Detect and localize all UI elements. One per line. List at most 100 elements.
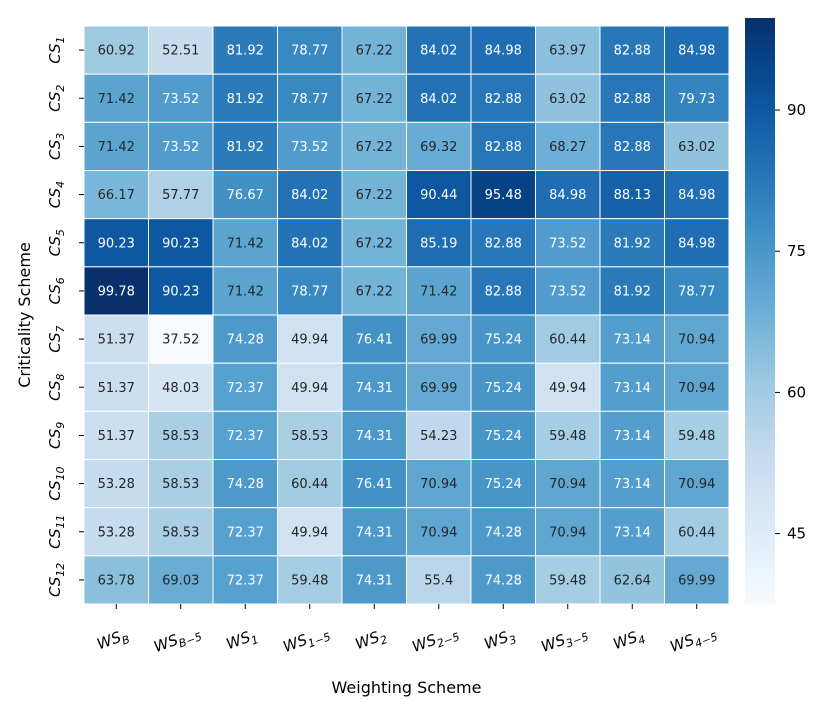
x-tick-label: WS2 — [353, 625, 390, 655]
cell-value-label: 73.14 — [614, 333, 651, 348]
heatmap-cell — [599, 218, 665, 268]
cell-value-label: 70.94 — [678, 381, 715, 396]
heatmap-cell — [212, 266, 278, 316]
cell-value-label: 78.77 — [291, 284, 328, 299]
y-tick-label: CS12 — [46, 563, 67, 597]
cell-value-label: 73.52 — [162, 92, 199, 107]
heatmap-cell — [664, 25, 730, 75]
cell-value-label: 82.88 — [614, 92, 651, 107]
cell-value-label: 73.52 — [291, 140, 328, 155]
colorbar-tick-label: 90 — [787, 101, 806, 119]
cell-value-label: 72.37 — [227, 381, 264, 396]
heatmap-cell — [599, 73, 665, 123]
heatmap-cell — [277, 507, 343, 557]
cell-value-label: 69.99 — [420, 333, 457, 348]
cell-value-label: 81.92 — [227, 140, 264, 155]
cell-value-label: 66.17 — [98, 188, 135, 203]
y-tick-label: CS7 — [46, 325, 67, 352]
cell-value-label: 60.44 — [678, 525, 715, 540]
cell-value-label: 82.88 — [485, 92, 522, 107]
heatmap-cell — [599, 314, 665, 364]
heatmap-cell — [664, 507, 730, 557]
heatmap-cell — [535, 314, 601, 364]
y-axis-title: Criticality Scheme — [15, 242, 34, 388]
colorbar-tick-label: 75 — [787, 242, 806, 260]
colorbar-tick-label: 45 — [787, 525, 806, 543]
heatmap-cell — [664, 314, 730, 364]
cell-value-label: 73.14 — [614, 429, 651, 444]
x-tick-labels: WSB WSB−5 WS1 WS1−5 WS2 WS2−5 WS3 WS3−5 WS4 WS4−5 — [94, 604, 719, 659]
heatmap-cell — [148, 362, 214, 412]
y-tick-label: CS3 — [46, 133, 67, 160]
heatmap-cells: 60.92 52.51 81.92 78.77 67.22 84.02 84.98 63.97… — [83, 25, 730, 605]
cell-value-label: 58.53 — [162, 477, 199, 492]
cell-value-label: 59.48 — [549, 429, 586, 444]
heatmap-cell — [148, 410, 214, 461]
cell-value-label: 48.03 — [162, 381, 199, 396]
heatmap-cell — [535, 362, 601, 412]
cell-value-label: 67.22 — [356, 92, 393, 107]
cell-value-label: 81.92 — [227, 44, 264, 59]
cell-value-label: 67.22 — [356, 44, 393, 59]
cell-value-label: 73.52 — [549, 236, 586, 251]
cell-value-label: 70.94 — [420, 525, 457, 540]
heatmap-cell — [148, 25, 214, 75]
cell-value-label: 73.52 — [162, 140, 199, 155]
heatmap-cell — [406, 25, 472, 75]
cell-value-label: 67.22 — [356, 236, 393, 251]
cell-value-label: 69.99 — [678, 573, 715, 588]
cell-value-label: 71.42 — [227, 236, 264, 251]
x-tick-label: WS3−5 — [539, 623, 591, 659]
heatmap-cell — [664, 410, 730, 461]
heatmap-cell — [277, 266, 343, 316]
cell-value-label: 59.48 — [678, 429, 715, 444]
y-tick-label: CS1 — [46, 36, 67, 63]
y-tick-label: CS10 — [46, 466, 67, 500]
cell-value-label: 70.94 — [678, 333, 715, 348]
cell-value-label: 53.28 — [98, 477, 135, 492]
heatmap-cell — [148, 555, 214, 605]
cell-value-label: 81.92 — [227, 92, 264, 107]
heatmap-cell — [599, 170, 665, 220]
cell-value-label: 49.94 — [291, 381, 328, 396]
heatmap-cell — [83, 459, 149, 509]
heatmap-cell — [83, 266, 149, 316]
cell-value-label: 71.42 — [227, 284, 264, 299]
cell-value-label: 68.27 — [549, 140, 586, 155]
y-tick-label: CS5 — [46, 229, 67, 256]
cell-value-label: 74.28 — [227, 333, 264, 348]
cell-value-label: 75.24 — [485, 333, 522, 348]
heatmap-cell — [148, 121, 214, 172]
cell-value-label: 69.99 — [420, 381, 457, 396]
cell-value-label: 84.02 — [420, 44, 457, 59]
heatmap-cell — [277, 314, 343, 364]
heatmap-cell — [535, 73, 601, 123]
cell-value-label: 67.22 — [356, 188, 393, 203]
cell-value-label: 74.28 — [485, 573, 522, 588]
x-axis-title: Weighting Scheme — [332, 678, 482, 697]
cell-value-label: 88.13 — [614, 188, 651, 203]
cell-value-label: 63.97 — [549, 44, 586, 59]
cell-value-label: 58.53 — [162, 525, 199, 540]
heatmap-cell — [406, 459, 472, 509]
heatmap-cell — [83, 170, 149, 220]
cell-value-label: 84.98 — [485, 44, 522, 59]
y-tick-label: CS2 — [46, 85, 67, 112]
cell-value-label: 90.23 — [162, 284, 199, 299]
heatmap-cell — [470, 73, 536, 123]
cell-value-label: 59.48 — [549, 573, 586, 588]
heatmap-cell — [212, 507, 278, 557]
cell-value-label: 84.98 — [678, 44, 715, 59]
heatmap-cell — [341, 507, 407, 557]
heatmap-cell — [341, 410, 407, 461]
heatmap-cell — [535, 218, 601, 268]
heatmap-cell — [277, 410, 343, 461]
heatmap-cell — [212, 555, 278, 605]
heatmap-cell — [599, 362, 665, 412]
cell-value-label: 82.88 — [485, 236, 522, 251]
heatmap-cell — [341, 362, 407, 412]
heatmap-cell — [341, 121, 407, 172]
cell-value-label: 49.94 — [291, 333, 328, 348]
x-tick-label: WS3 — [482, 625, 519, 655]
cell-value-label: 76.67 — [227, 188, 264, 203]
